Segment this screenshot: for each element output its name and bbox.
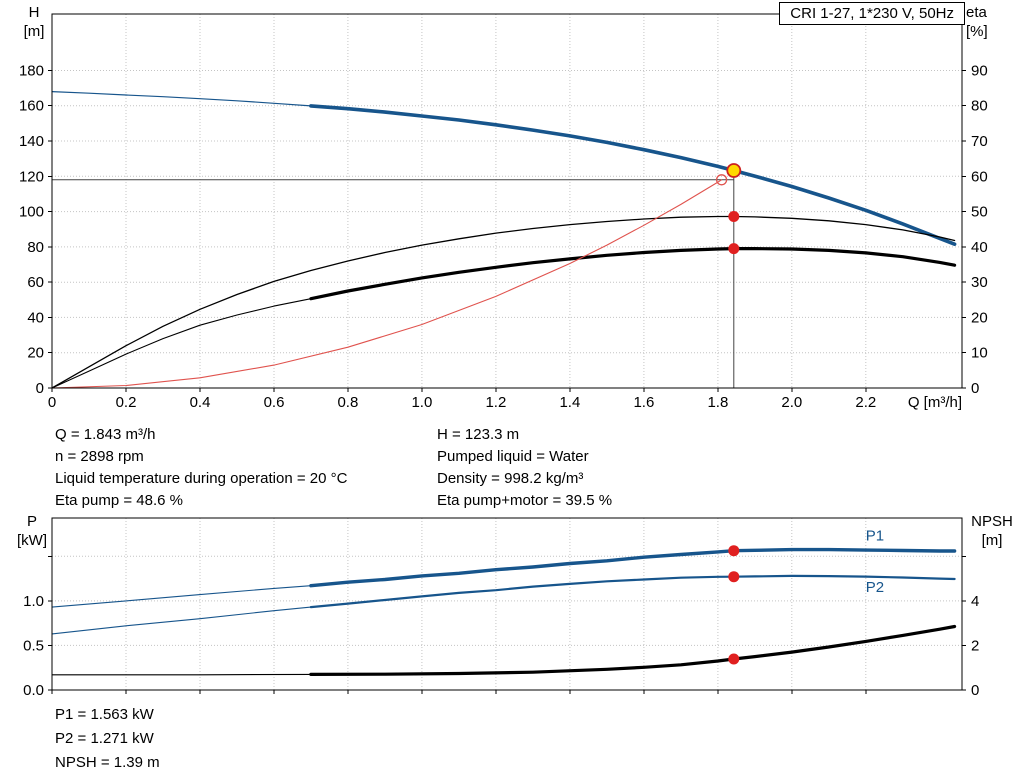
- x-axis-label: Q [m³/h]: [908, 394, 962, 411]
- x-tick-label: 1.2: [485, 394, 506, 411]
- x-tick-label: 0.2: [116, 394, 137, 411]
- eta-pump-motor-curve: [309, 247, 957, 301]
- y-right-tick-label: 2: [971, 637, 979, 654]
- p1-curve-low: [51, 585, 312, 608]
- y-left-tick-label: 0.5: [23, 637, 44, 654]
- pump-curve-low: [51, 91, 312, 107]
- npsh-axis-label-unit: [m]: [981, 532, 1003, 549]
- p2-curve: [309, 574, 956, 609]
- p2-curve-low: [51, 606, 312, 635]
- power-axis-label: P [kW]: [8, 512, 56, 550]
- npsh-point: [728, 653, 740, 665]
- h-axis-label-symbol: H: [28, 4, 40, 21]
- y-left-tick-label: 180: [19, 63, 44, 80]
- y-left-tick-label: 100: [19, 204, 44, 221]
- x-tick-label: 0.8: [337, 394, 358, 411]
- x-tick-label: 2.0: [781, 394, 802, 411]
- y-right-tick-label: 0: [971, 682, 979, 699]
- y-right-tick-label: 40: [971, 239, 988, 256]
- info-eta-pump-motor: Eta pump+motor = 39.5 %: [437, 492, 613, 509]
- eta-pump-curve: [51, 215, 956, 389]
- operating-data-column-2: H = 123.3 m Pumped liquid = Water Densit…: [437, 424, 612, 512]
- info-flow: Q = 1.843 m³/h: [55, 426, 156, 443]
- y-right-tick-label: 30: [971, 274, 988, 291]
- x-tick-label: 1.8: [707, 394, 728, 411]
- y-right-tick-label: 4: [971, 593, 979, 610]
- y-left-tick-label: 1.0: [23, 593, 44, 610]
- info-density: Density = 998.2 kg/m³: [437, 470, 584, 487]
- y-right-tick-label: 90: [971, 63, 988, 80]
- x-tick-label: 0: [48, 394, 56, 411]
- power-npsh-chart: 0.0 0.5 1.0 0 2 4 P1 P2: [23, 517, 979, 699]
- h-axis-label: H [m]: [14, 3, 54, 41]
- eta-axis-label-unit: [%]: [966, 23, 988, 40]
- p2-point: [728, 571, 740, 583]
- eta-pump-motor-curve-low: [51, 298, 312, 389]
- npsh-axis-label-symbol: NPSH: [971, 513, 1013, 530]
- operating-data-column-1: Q = 1.843 m³/h n = 2898 rpm Liquid tempe…: [55, 424, 347, 512]
- y-left-tick-label: 0: [36, 380, 44, 397]
- npsh-curve: [309, 624, 957, 676]
- y-right-tick-label: 20: [971, 309, 988, 326]
- p1-curve: [309, 547, 957, 588]
- eta-pump-point: [728, 211, 740, 222]
- power-axis-label-unit: [kW]: [17, 532, 47, 549]
- info-eta-pump: Eta pump = 48.6 %: [55, 492, 183, 509]
- y-left-tick-label: 80: [27, 239, 44, 256]
- pump-title: CRI 1-27, 1*230 V, 50Hz: [779, 2, 965, 25]
- plot-frame: [51, 517, 963, 691]
- power-axis-label-symbol: P: [26, 513, 37, 530]
- info-npsh: NPSH = 1.39 m: [55, 754, 160, 771]
- series-label-p1: P1: [866, 527, 884, 544]
- info-p1: P1 = 1.563 kW: [55, 706, 154, 723]
- p1-point: [728, 545, 740, 557]
- y-left-tick-label: 140: [19, 133, 44, 150]
- eta-axis-label-symbol: eta: [966, 4, 987, 21]
- requested-duty-point: [715, 174, 728, 186]
- series-label-p2: P2: [866, 579, 884, 596]
- x-tick-label: 1.4: [559, 394, 580, 411]
- x-tick-label: 1.6: [633, 394, 654, 411]
- system-curve: [51, 179, 723, 389]
- y-left-tick-label: 160: [19, 98, 44, 115]
- info-speed: n = 2898 rpm: [55, 448, 144, 465]
- eta-pump-motor-point: [728, 243, 740, 255]
- y-right-tick-label: 70: [971, 133, 988, 150]
- y-left-tick-label: 0.0: [23, 682, 44, 699]
- y-left-tick-label: 20: [27, 345, 44, 362]
- power-data-column: P1 = 1.563 kW P2 = 1.271 kW NPSH = 1.39 …: [55, 703, 160, 775]
- info-pumped-liquid: Pumped liquid = Water: [437, 448, 589, 465]
- eta-axis-label: eta [%]: [966, 3, 1018, 41]
- npsh-axis-label: NPSH [m]: [964, 512, 1020, 550]
- h-axis-label-unit: [m]: [23, 23, 45, 40]
- info-p2: P2 = 1.271 kW: [55, 730, 154, 747]
- x-tick-label: 0.6: [264, 394, 285, 411]
- y-left-tick-label: 60: [27, 274, 44, 291]
- y-right-tick-label: 80: [971, 98, 988, 115]
- y-right-tick-label: 50: [971, 204, 988, 221]
- y-left-tick-label: 40: [27, 309, 44, 326]
- x-tick-label: 0.4: [190, 394, 211, 411]
- y-right-tick-label: 60: [971, 168, 988, 185]
- duty-point: [726, 163, 742, 178]
- y-left-tick-label: 120: [19, 168, 44, 185]
- y-right-tick-label: 10: [971, 345, 988, 362]
- qh-eta-chart: 0 0.2 0.4 0.6 0.8 1.0 1.2 1.4 1.6 1.8 2.0 2.2 0 20 40 6…: [19, 13, 988, 411]
- info-head: H = 123.3 m: [437, 426, 520, 443]
- x-tick-label: 1.0: [411, 394, 432, 411]
- plot-frame: [51, 13, 963, 389]
- y-right-tick-label: 0: [971, 380, 979, 397]
- x-tick-label: 2.2: [855, 394, 876, 411]
- info-liquid-temperature: Liquid temperature during operation = 20…: [55, 470, 348, 487]
- pump-curve: [309, 104, 957, 246]
